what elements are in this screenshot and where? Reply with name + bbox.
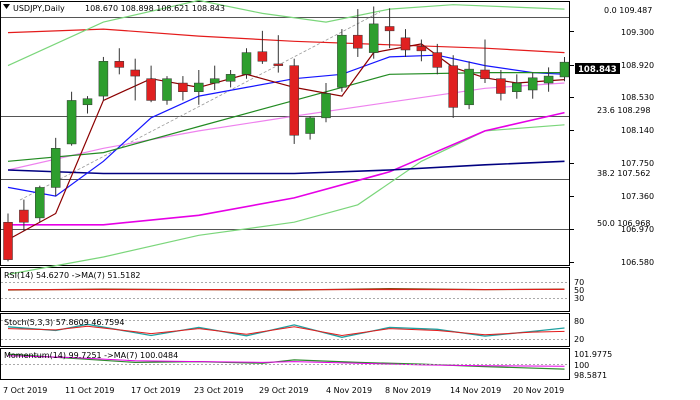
bull-candle	[225, 74, 236, 82]
bear-candle	[19, 209, 29, 223]
price-axis: 109.300 108.920 108.530 108.140 107.750 …	[570, 28, 654, 267]
indicator-line-2	[7, 0, 565, 67]
fib-trend-line	[19, 11, 381, 201]
bull-candle	[337, 34, 347, 88]
stoch-tick-80: 80	[574, 317, 584, 326]
bear-candle	[289, 65, 299, 136]
bull-candle	[162, 78, 172, 101]
bull-candle	[368, 23, 379, 53]
symbol-label: USDJPY,Daily	[13, 4, 65, 13]
bear-candle	[416, 46, 427, 52]
bear-candle	[3, 221, 13, 260]
indicator-line-8	[7, 43, 565, 241]
stoch-panel[interactable]	[0, 313, 570, 347]
momentum-tick-100: 100	[574, 361, 589, 370]
fib-label-0: 0.0 109.487	[604, 6, 652, 15]
date-label: 11 Oct 2019	[65, 386, 114, 395]
date-label: 8 Nov 2019	[385, 386, 431, 395]
bull-candle	[98, 61, 109, 97]
bear-candle	[400, 37, 411, 51]
bull-candle	[35, 187, 45, 219]
price-panel[interactable]	[0, 1, 570, 266]
date-label: 29 Oct 2019	[259, 386, 308, 395]
current-price-label: 108.843	[578, 65, 617, 75]
date-label: 4 Nov 2019	[326, 386, 372, 395]
rsi-label: RSI(14) 54.6270 ->MA(7) 51.5182	[4, 271, 141, 280]
bear-candle	[273, 63, 284, 66]
bear-candle	[384, 26, 395, 32]
momentum-tick-low: 98.5871	[574, 371, 607, 380]
bull-candle	[50, 148, 61, 188]
momentum-ma-line	[7, 355, 565, 367]
bull-candle	[194, 82, 204, 92]
bull-candle	[527, 77, 538, 91]
price-tick-108140: 108.140	[621, 126, 654, 135]
bear-candle	[480, 69, 490, 79]
date-label: 14 Nov 2019	[450, 386, 501, 395]
stoch-tick-20: 20	[574, 335, 584, 344]
stoch-main-line	[7, 323, 565, 338]
bull-candle	[209, 78, 220, 84]
bull-candle	[305, 117, 315, 134]
bull-candle	[66, 100, 77, 145]
bear-candle	[114, 61, 125, 68]
bear-candle	[257, 51, 268, 62]
bear-candle	[448, 65, 458, 108]
price-tick-109300: 109.300	[621, 28, 654, 37]
date-axis: 7 Oct 2019 11 Oct 2019 17 Oct 2019 23 Oc…	[3, 386, 564, 395]
bear-candle	[496, 78, 506, 94]
rsi-tick-70: 70	[574, 278, 584, 287]
stoch-label: Stoch(5,3,3) 57.8609 46.7594	[4, 318, 124, 327]
price-tick-108530: 108.530	[621, 93, 654, 102]
indicator-line-5	[7, 160, 565, 175]
momentum-label: Momentum(14) 99.7251 ->MA(7) 100.0484	[4, 351, 178, 360]
current-price-tag: 108.843	[575, 63, 620, 75]
bull-candle	[241, 52, 252, 75]
fib-label-382: 38.2 107.562	[597, 169, 650, 178]
date-label: 17 Oct 2019	[131, 386, 180, 395]
candlesticks	[3, 6, 570, 262]
chart-header: USDJPY,Daily 108.670 108.898 108.621 108…	[3, 4, 225, 13]
stoch-signal-line	[7, 325, 565, 337]
fib-label-236: 23.6 108.298	[597, 106, 650, 115]
price-tick-106970: 106.970	[621, 225, 654, 234]
collapse-triangle-icon	[3, 4, 10, 9]
date-label: 7 Oct 2019	[3, 386, 47, 395]
fib-label-50: 50.0 106.968	[597, 219, 650, 228]
price-tick-107750: 107.750	[621, 159, 654, 168]
price-tick-106580: 106.580	[621, 258, 654, 267]
rsi-tick-50: 50	[574, 286, 584, 295]
price-tick-107360: 107.360	[621, 192, 654, 201]
bear-candle	[146, 78, 156, 101]
date-label: 23 Oct 2019	[194, 386, 243, 395]
price-tick-108920: 108.920	[621, 61, 654, 70]
bull-candle	[512, 82, 522, 92]
bull-candle	[543, 75, 554, 84]
bear-candle	[432, 52, 443, 68]
ohlc-label: 108.670 108.898 108.621 108.843	[85, 4, 225, 13]
bear-candle	[178, 82, 188, 92]
bull-candle	[559, 61, 570, 78]
momentum-tick-high: 101.9775	[574, 350, 612, 359]
bull-candle	[82, 98, 93, 106]
bull-candle	[464, 68, 474, 106]
indicator-lines	[7, 288, 565, 370]
indicator-line-4	[8, 111, 565, 226]
bear-candle	[130, 69, 140, 77]
bull-candle	[321, 93, 331, 119]
date-label: 20 Nov 2019	[513, 386, 564, 395]
rsi-tick-30: 30	[574, 294, 584, 303]
bear-candle	[353, 34, 363, 49]
